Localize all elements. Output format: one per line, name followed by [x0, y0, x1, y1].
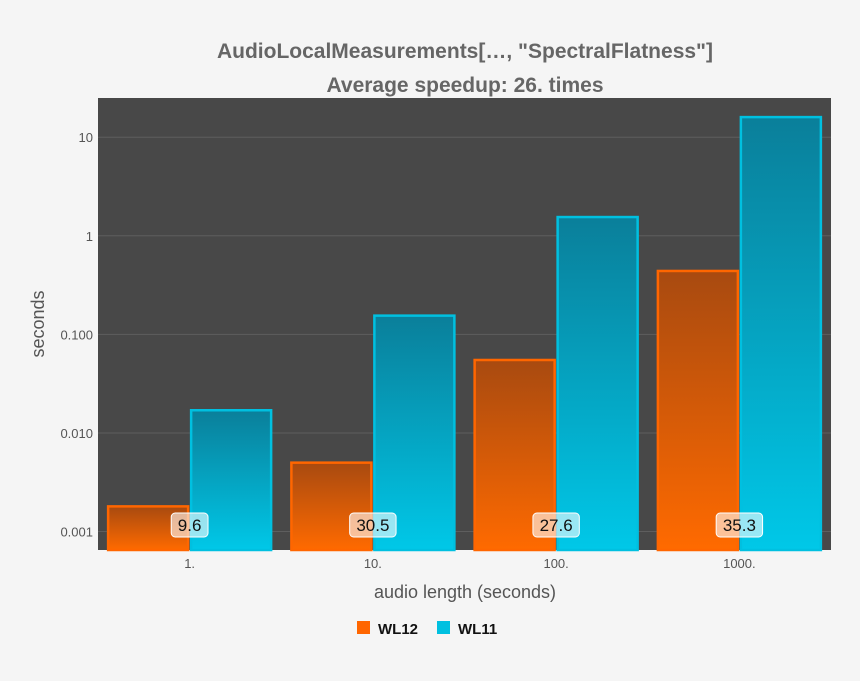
- bar-value-label-box: [715, 512, 764, 538]
- y-tick-label: 10: [79, 130, 93, 145]
- bar-value-label: 27.6: [540, 516, 573, 535]
- x-tick-labels: 1. 10. 100. 1000.: [184, 556, 755, 571]
- y-tick-label: 0.010: [60, 426, 93, 441]
- bar-wl12-3: [656, 269, 740, 552]
- bar-value-labels: 9.6 30.5 27.6 35.3: [170, 512, 764, 538]
- bar-wl11-2: [556, 215, 639, 552]
- y-axis-label: seconds: [28, 290, 48, 357]
- bar-value-label: 9.6: [178, 516, 202, 535]
- bar-value-label-box: [170, 512, 209, 538]
- x-axis-label: audio length (seconds): [374, 582, 556, 602]
- y-tick-label: 0.100: [60, 327, 93, 342]
- legend-label-wl12: WL12: [378, 621, 418, 638]
- x-tick-label: 1000.: [723, 556, 756, 571]
- bar-wl11-1: [373, 314, 456, 552]
- legend-swatch-wl11: [437, 621, 450, 634]
- x-tick-label: 10.: [364, 556, 382, 571]
- legend-swatch-wl12: [357, 621, 370, 634]
- bar-value-label-box: [532, 512, 580, 538]
- x-tick-label: 1.: [184, 556, 195, 571]
- bars: [106, 115, 823, 552]
- bar-value-label: 30.5: [356, 516, 389, 535]
- bar-value-label-box: [349, 512, 397, 538]
- y-tick-label: 0.001: [60, 525, 93, 540]
- legend: WL12 WL11: [357, 621, 497, 638]
- legend-label-wl11: WL11: [458, 621, 497, 638]
- bar-value-label: 35.3: [723, 516, 756, 535]
- y-tick-labels: 0.001 0.010 0.100 1 10: [60, 130, 93, 539]
- bar-wl11-3: [739, 115, 823, 552]
- chart-title: AudioLocalMeasurements[…, "SpectralFlatn…: [217, 40, 713, 63]
- chart-subtitle: Average speedup: 26. times: [327, 74, 604, 97]
- y-tick-label: 1: [86, 229, 93, 244]
- x-tick-label: 100.: [543, 556, 568, 571]
